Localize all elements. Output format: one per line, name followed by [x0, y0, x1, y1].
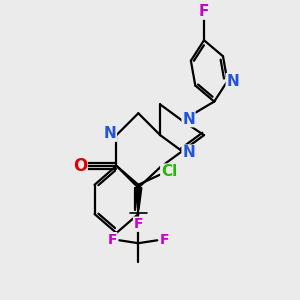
Text: N: N	[226, 74, 239, 88]
Text: Cl: Cl	[161, 164, 177, 179]
Text: F: F	[160, 233, 169, 247]
Polygon shape	[135, 188, 142, 210]
Text: O: O	[73, 157, 87, 175]
Text: F: F	[199, 4, 209, 19]
Text: F: F	[134, 217, 143, 231]
Text: N: N	[182, 145, 195, 160]
Text: N: N	[182, 112, 195, 127]
Text: F: F	[107, 233, 117, 247]
Text: N: N	[103, 126, 116, 141]
